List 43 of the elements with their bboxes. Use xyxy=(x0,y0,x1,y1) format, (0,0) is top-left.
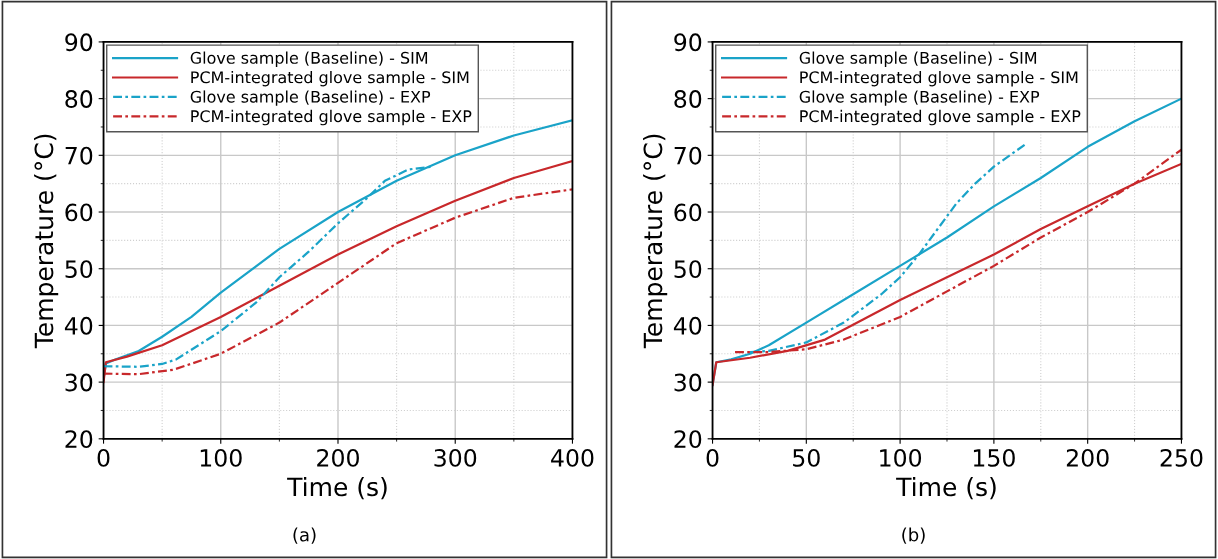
y-tick-label: 20 xyxy=(65,430,93,449)
legend-label: Glove sample (Baseline) - EXP xyxy=(190,90,431,106)
x-tick-label: 100 xyxy=(200,448,242,467)
x-tick-label: 50 xyxy=(793,448,820,467)
legend-label: Glove sample (Baseline) - SIM xyxy=(799,51,1037,67)
y-tick-label: 40 xyxy=(64,316,93,335)
legend-label: PCM-integrated glove sample - EXP xyxy=(800,109,1081,126)
legend-label: PCM-integrated glove sample - SIM xyxy=(191,70,469,87)
legend-label: Glove sample (Baseline) - SIM xyxy=(190,51,428,67)
x-tick-label: 400 xyxy=(551,448,594,467)
y-tick-label: 80 xyxy=(674,90,702,108)
y-tick-label: 90 xyxy=(674,33,702,52)
x-tick-label: 0 xyxy=(97,448,110,467)
y-tick-label: 30 xyxy=(674,373,702,392)
y-tick-label: 30 xyxy=(65,373,93,392)
y-axis-title: Temperature (°C) xyxy=(643,134,668,349)
y-tick-label: 60 xyxy=(65,203,93,222)
legend-label: PCM-integrated glove sample - EXP xyxy=(191,109,472,126)
y-tick-label: 70 xyxy=(65,146,93,165)
legend-label: Glove sample (Baseline) - EXP xyxy=(799,90,1040,106)
x-axis-title: Time (s) xyxy=(287,476,387,500)
x-tick-label: 100 xyxy=(880,448,922,467)
x-tick-label: 300 xyxy=(434,448,477,467)
y-tick-label: 90 xyxy=(65,33,93,52)
text: (b) xyxy=(902,527,925,544)
x-tick-label: 200 xyxy=(1066,448,1109,467)
y-tick-label: 50 xyxy=(674,260,702,279)
x-tick-label: 0 xyxy=(706,448,719,467)
y-tick-label: 20 xyxy=(674,430,702,449)
x-axis-title: Time (s) xyxy=(896,476,996,500)
y-tick-label: 40 xyxy=(673,316,702,335)
y-tick-label: 60 xyxy=(674,203,702,222)
y-axis-title: Temperature (°C) xyxy=(34,134,59,349)
legend-label: PCM-integrated glove sample - SIM xyxy=(800,70,1078,87)
text: (a) xyxy=(293,527,316,544)
line-series xyxy=(748,142,1027,354)
y-tick-label: 80 xyxy=(65,90,93,108)
line-series xyxy=(103,159,573,384)
y-tick-label: 70 xyxy=(674,146,702,165)
y-tick-label: 50 xyxy=(65,260,93,279)
x-tick-label: 150 xyxy=(973,448,1015,467)
x-tick-label: 250 xyxy=(1160,448,1203,467)
x-tick-label: 200 xyxy=(317,448,359,467)
